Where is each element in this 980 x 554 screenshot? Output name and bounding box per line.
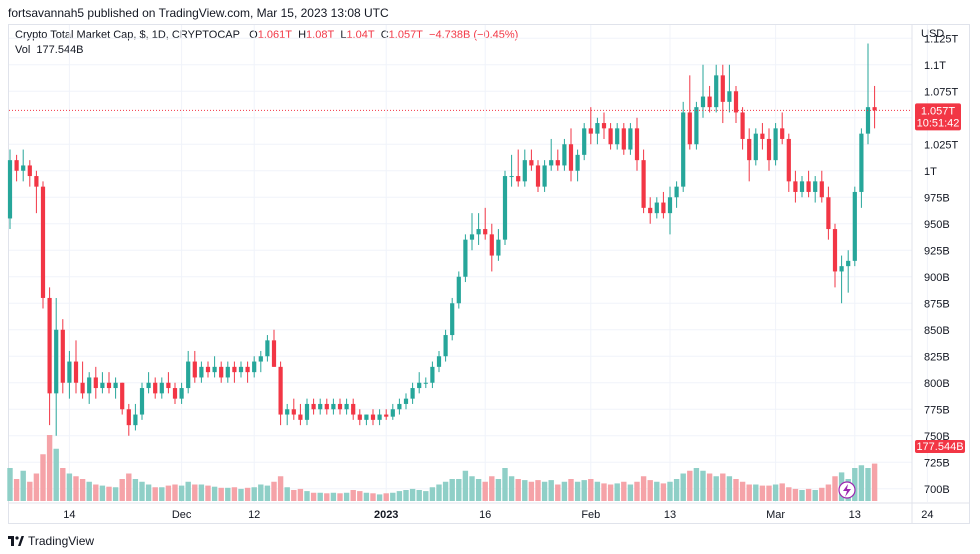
tradingview-brand: TradingView bbox=[28, 534, 95, 548]
high-label: H bbox=[298, 29, 307, 41]
symbol-title[interactable]: Crypto Total Market Cap, $, 1D, CRYPTOCA… bbox=[15, 29, 240, 41]
change-value: −4.738B (−0.45%) bbox=[429, 29, 519, 41]
chart-frame[interactable] bbox=[8, 24, 970, 524]
low-label: L bbox=[340, 29, 347, 41]
high-value: 1.08T bbox=[306, 29, 335, 41]
open-label: O bbox=[249, 29, 258, 41]
close-value: 1.057T bbox=[388, 29, 423, 41]
currency-label[interactable]: USD bbox=[921, 28, 945, 40]
volume-legend: Vol 177.544B bbox=[15, 44, 84, 56]
volume-label: Vol bbox=[15, 44, 31, 56]
low-value: 1.04T bbox=[346, 29, 375, 41]
footer: TradingView bbox=[8, 534, 94, 548]
close-label: C bbox=[380, 29, 389, 41]
publisher-line: fortsavannah5 published on TradingView.c… bbox=[8, 6, 389, 20]
open-value: 1.061T bbox=[257, 29, 292, 41]
tradingview-logo-icon bbox=[8, 536, 24, 546]
volume-value: 177.544B bbox=[36, 44, 84, 56]
symbol-legend: Crypto Total Market Cap, $, 1D, CRYPTOCA… bbox=[15, 29, 518, 41]
